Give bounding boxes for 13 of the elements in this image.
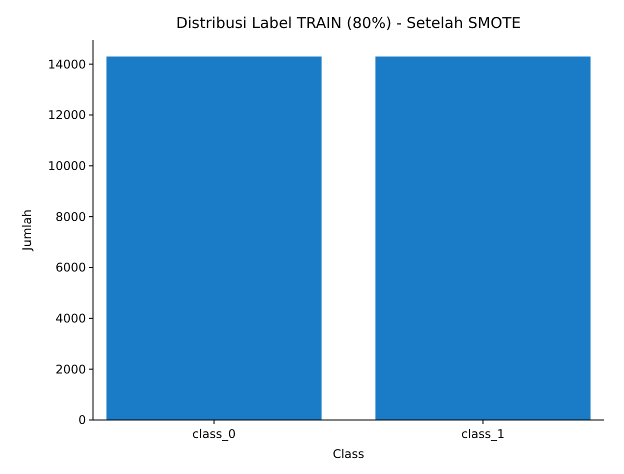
y-tick-label: 14000 xyxy=(48,57,86,72)
x-tick-label: class_0 xyxy=(192,427,236,441)
y-tick-label: 8000 xyxy=(55,210,86,224)
y-tick-label: 10000 xyxy=(48,159,86,174)
chart-title: Distribusi Label TRAIN (80%) - Setelah SMOTE xyxy=(176,14,521,32)
y-axis-title: Jumlah xyxy=(20,209,34,252)
y-tick-label: 12000 xyxy=(48,108,86,122)
y-tick-label: 2000 xyxy=(55,362,86,376)
y-tick-label: 4000 xyxy=(55,312,86,326)
y-tick-label: 0 xyxy=(78,413,86,428)
x-tick-label: class_1 xyxy=(461,427,505,441)
x-axis-title: Class xyxy=(332,447,364,461)
y-tick-label: 6000 xyxy=(55,260,86,275)
